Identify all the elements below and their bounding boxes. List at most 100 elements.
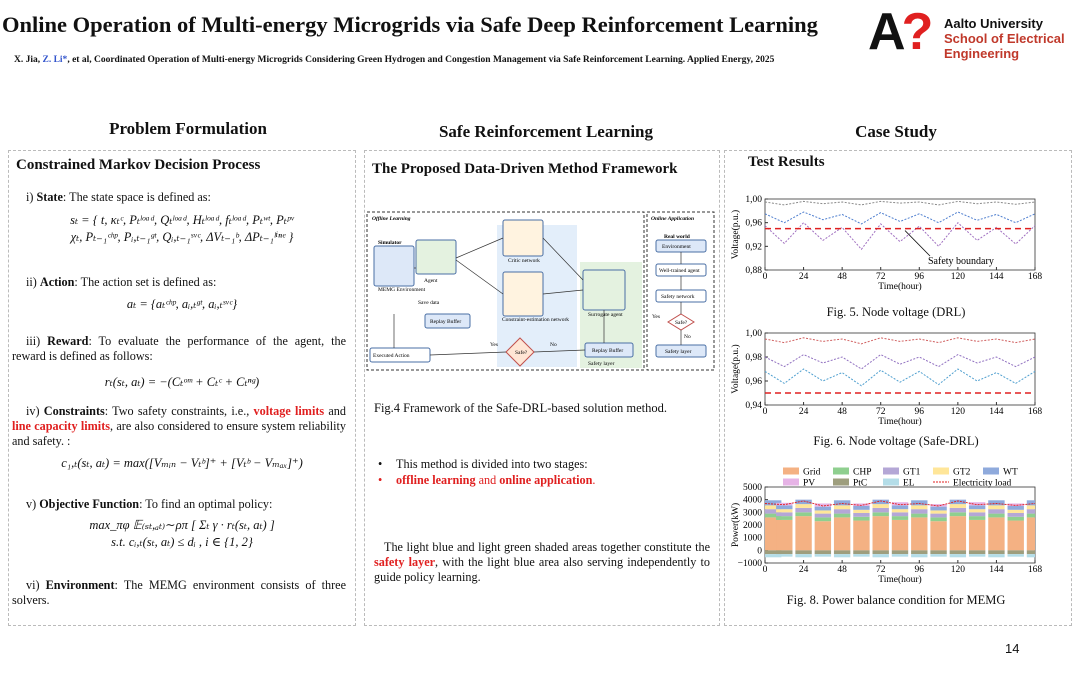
- legend-swatch: [783, 467, 799, 475]
- power-bar: [776, 512, 793, 517]
- framework-diagram: Offline Learning Online Application Simula…: [366, 211, 715, 371]
- formula-line: χₜ, Pₜ₋₁ᶜʰᵖ, Pᵢ,ₜ₋₁ᵍᵗ, Qᵢ,ₜ₋₁ˢᵛᶜ, ΔVₜ₋₁ᵇ…: [70, 230, 294, 244]
- power-bar: [1007, 503, 1024, 506]
- x-tick-label: 144: [989, 407, 1004, 417]
- power-bar: [891, 512, 909, 517]
- y-tick-label: 0,94: [745, 401, 762, 411]
- diagram-label: No: [684, 334, 691, 340]
- legend-label: EL: [903, 479, 915, 489]
- text-segment: Action: [39, 275, 75, 289]
- bullet: • offline learning and online application…: [378, 473, 595, 488]
- x-tick-label: 0: [763, 407, 768, 417]
- power-bar: [853, 512, 870, 517]
- text-segment: offline learning: [396, 473, 476, 487]
- power-bar: [872, 504, 889, 508]
- power-bar: [795, 504, 812, 508]
- power-bar: [853, 520, 870, 551]
- text-segment: online application: [499, 473, 593, 487]
- power-bar: [949, 512, 967, 517]
- x-tick-label: 48: [837, 407, 847, 417]
- formula: max_πφ 𝔼₍ₛₜ,ₐₜ₎∼ρπ [ Σₜ γ · rₜ(sₜ, aₜ) ]…: [16, 517, 348, 551]
- diagram-label: Yes: [652, 314, 660, 320]
- power-bar: [765, 550, 782, 555]
- load-line: [764, 500, 1036, 507]
- voltage-line: [764, 211, 1036, 225]
- power-bar: [1026, 554, 1035, 558]
- power-bar: [833, 500, 851, 506]
- text-segment: vi): [26, 578, 46, 592]
- text-segment: : The state space is defined as:: [62, 190, 211, 204]
- diagram-arrow: [542, 289, 584, 295]
- power-bar: [911, 500, 928, 506]
- power-bar: [795, 550, 812, 555]
- diagram-box: [415, 239, 457, 275]
- text-segment: : The action set is defined as:: [74, 275, 217, 289]
- power-bar: [891, 502, 909, 506]
- voltage-line: [764, 368, 1036, 387]
- diagram-arrow: [533, 349, 586, 353]
- power-bar: [776, 554, 793, 557]
- x-tick-label: 96: [915, 407, 925, 417]
- power-bar: [833, 517, 851, 551]
- power-bar: [949, 507, 967, 513]
- text-segment: Reward: [47, 334, 89, 348]
- university-line: Engineering: [944, 46, 1020, 61]
- diagram-label: Surrogate agent: [588, 312, 623, 318]
- x-tick-label: 24: [799, 272, 809, 282]
- power-bar: [853, 509, 870, 513]
- item-text: iii) Reward: To evaluate the performance…: [12, 334, 346, 364]
- item-text: v) Objective Function: To find an optima…: [12, 497, 346, 512]
- power-bar: [968, 516, 986, 520]
- power-bar: [988, 550, 1005, 555]
- power-bar: [814, 554, 832, 557]
- power-bar: [1007, 554, 1024, 557]
- power-bar: [930, 521, 947, 551]
- power-bar: [1007, 550, 1024, 555]
- diagram-label: Offline Learning: [372, 216, 411, 222]
- bullet-dot: •: [378, 473, 383, 487]
- power-bar: [988, 505, 1005, 510]
- power-bar: [833, 550, 851, 555]
- diagram-arrow: [542, 237, 584, 281]
- diagram-label: Environment: [662, 244, 691, 250]
- text-segment: Environment: [45, 578, 115, 592]
- column-heading: Problem Formulation: [109, 119, 267, 138]
- text-segment: v): [26, 497, 40, 511]
- x-tick-label: 96: [915, 565, 925, 575]
- power-bar: [1026, 517, 1035, 551]
- power-bar: [949, 504, 967, 508]
- power-bar: [930, 517, 947, 522]
- diagram-arrow: [455, 259, 504, 295]
- diagram-label: Real world: [664, 234, 690, 240]
- power-bar: [765, 554, 782, 558]
- x-axis-label: Time(hour): [878, 416, 921, 427]
- power-bar: [872, 550, 889, 555]
- x-tick-label: 120: [951, 407, 966, 417]
- plot-frame: [764, 332, 1036, 406]
- voltage-line: [764, 354, 1036, 370]
- diagram-label: Safety layer: [665, 348, 692, 355]
- power-bar: [1026, 505, 1035, 510]
- diagram-label: MEMG Environment: [378, 287, 426, 293]
- power-bar: [853, 554, 870, 557]
- text-segment: X. Jia,: [14, 55, 43, 65]
- formula-line: aₜ = {aₜᶜʰᵖ, aᵢ,ₜᵍᵗ, aᵢ,ₜˢᵛᶜ}: [126, 297, 238, 311]
- legend-swatch: [933, 467, 949, 475]
- power-bar: [949, 554, 967, 558]
- diagram-label: Safety layer: [588, 360, 615, 367]
- column-heading: Safe Reinforcement Learning: [438, 122, 654, 141]
- power-bar: [891, 519, 909, 551]
- paragraph: The light blue and light green shaded ar…: [374, 540, 710, 585]
- power-bar: [949, 550, 967, 555]
- text-segment: : Two safety constraints, i.e.,: [104, 404, 254, 418]
- logo-a: A: [868, 3, 906, 61]
- formula: c₁,ₜ(sₜ, aₜ) = max([Vₘᵢₙ − Vₜᵇ]⁺ + [Vₜᵇ …: [16, 455, 348, 472]
- power-bar: [930, 510, 947, 514]
- power-bar: [833, 505, 851, 510]
- power-bar: [968, 509, 986, 513]
- legend-label: Grid: [803, 468, 821, 478]
- panel-subheading: Constrained Markov Decision Process: [16, 157, 261, 173]
- right-panel: [724, 150, 1072, 626]
- y-tick-label: 1000: [743, 534, 762, 544]
